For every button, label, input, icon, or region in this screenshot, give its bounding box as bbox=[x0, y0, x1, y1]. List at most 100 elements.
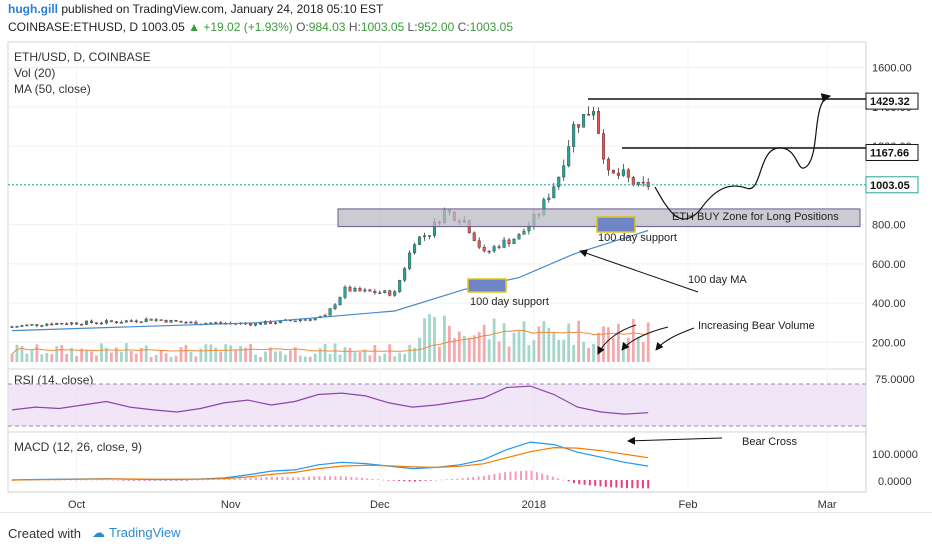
macd-histogram-bar bbox=[270, 476, 273, 480]
volume-bar bbox=[497, 341, 501, 362]
candle-body bbox=[10, 326, 14, 328]
volume-bar bbox=[229, 345, 233, 362]
tradingview-chart[interactable]: ETH BUY Zone for Long Positions 100 day … bbox=[0, 0, 932, 512]
macd-histogram-bar bbox=[122, 480, 125, 481]
volume-bar bbox=[279, 351, 282, 362]
author-link[interactable]: hugh.gill bbox=[8, 2, 58, 16]
volume-bar bbox=[447, 325, 451, 362]
macd-histogram-bar bbox=[519, 470, 522, 480]
macd-histogram-bar bbox=[392, 480, 395, 481]
candle-body bbox=[94, 322, 98, 324]
volume-bar bbox=[194, 356, 198, 362]
candle-body bbox=[502, 239, 506, 248]
volume-bar bbox=[378, 355, 382, 362]
volume-bar bbox=[517, 331, 521, 362]
macd-histogram-bar bbox=[350, 477, 353, 480]
symbol-line: COINBASE:ETHUSD, D 1003.05 ▲ +19.02 (+1.… bbox=[8, 20, 513, 34]
candle-body bbox=[144, 318, 148, 322]
macd-histogram-bar bbox=[482, 475, 485, 480]
candle-body bbox=[423, 235, 427, 237]
volume-bar bbox=[482, 324, 486, 362]
macd-histogram-bar bbox=[631, 480, 634, 489]
volume-bar bbox=[313, 353, 317, 362]
candle-body bbox=[169, 319, 173, 323]
volume-bar bbox=[110, 352, 113, 362]
macd-histogram-bar bbox=[461, 478, 464, 480]
cloud-icon: ☁ bbox=[92, 525, 105, 540]
macd-histogram-bar bbox=[599, 480, 602, 487]
tradingview-logo[interactable]: ☁ TradingView bbox=[88, 525, 181, 541]
macd-histogram-bar bbox=[212, 479, 215, 481]
macd-histogram-bar bbox=[413, 480, 416, 482]
macd-histogram-bar bbox=[111, 479, 114, 481]
volume-bar bbox=[239, 346, 243, 362]
volume-bar bbox=[134, 353, 138, 362]
candle-body bbox=[621, 169, 625, 176]
macd-histogram-bar bbox=[148, 480, 151, 481]
y-tick-label: 600.00 bbox=[872, 259, 906, 271]
macd-histogram-bar bbox=[360, 477, 363, 480]
candle-body bbox=[567, 146, 571, 167]
volume-bar bbox=[80, 348, 83, 362]
macd-histogram-bar bbox=[398, 480, 401, 481]
candle-body bbox=[403, 268, 407, 281]
volume-bar bbox=[522, 321, 526, 362]
close-label: C: bbox=[457, 20, 470, 34]
y-tick-label: 800.00 bbox=[872, 220, 906, 232]
volume-bar bbox=[602, 326, 605, 362]
macd-histogram-bar bbox=[85, 479, 88, 481]
candle-body bbox=[626, 169, 630, 178]
candle-body bbox=[189, 321, 193, 324]
price-pane[interactable] bbox=[7, 41, 867, 370]
volume-bar bbox=[20, 346, 24, 362]
macd-histogram-bar bbox=[159, 480, 162, 481]
candle-body bbox=[50, 323, 54, 326]
volume-bar bbox=[443, 315, 446, 362]
candle-body bbox=[601, 133, 605, 160]
volume-bar bbox=[174, 355, 178, 362]
volume-bar bbox=[438, 346, 441, 362]
macd-histogram-bar bbox=[647, 480, 650, 489]
candle-body bbox=[119, 322, 123, 324]
support-box-1 bbox=[467, 278, 507, 293]
macd-histogram-bar bbox=[588, 480, 591, 486]
volume-bar bbox=[612, 338, 615, 362]
candle-body bbox=[124, 320, 128, 323]
candle-body bbox=[378, 292, 382, 294]
volume-bar bbox=[393, 356, 397, 362]
macd-histogram-bar bbox=[281, 477, 284, 480]
created-with-text: Created with bbox=[8, 526, 81, 541]
volume-bar bbox=[234, 349, 238, 362]
macd-histogram-bar bbox=[233, 478, 236, 480]
signal-line bbox=[11, 446, 649, 481]
macd-histogram-bar bbox=[286, 477, 289, 480]
macd-pane[interactable] bbox=[7, 431, 867, 493]
volume-bar bbox=[224, 344, 228, 362]
low-value: 952.00 bbox=[417, 20, 455, 34]
volume-bar bbox=[328, 354, 332, 362]
volume-bar bbox=[189, 351, 193, 362]
candle-body bbox=[413, 244, 417, 254]
candle-body bbox=[249, 323, 253, 326]
candle-body bbox=[572, 124, 576, 147]
candle-body bbox=[154, 319, 158, 321]
volume-bar bbox=[413, 347, 417, 362]
macd-histogram-bar bbox=[249, 477, 252, 480]
candle-body bbox=[149, 318, 153, 321]
macd-histogram-bar bbox=[541, 473, 544, 480]
volume-bar bbox=[244, 347, 248, 362]
candle-body bbox=[636, 181, 640, 185]
macd-histogram-bar bbox=[265, 476, 268, 480]
projection-path bbox=[654, 93, 832, 220]
high-value: 1003.05 bbox=[360, 20, 405, 34]
candle-body bbox=[388, 290, 392, 296]
candle-body bbox=[109, 320, 113, 322]
macd-histogram-bar bbox=[95, 479, 98, 481]
volume-bar bbox=[100, 343, 103, 362]
candle-body bbox=[65, 323, 69, 326]
macd-histogram-bar bbox=[318, 476, 321, 480]
volume-bar bbox=[597, 332, 600, 362]
macd-histogram-bar bbox=[170, 480, 173, 481]
candle-body bbox=[428, 235, 432, 237]
candle-body bbox=[214, 322, 218, 324]
